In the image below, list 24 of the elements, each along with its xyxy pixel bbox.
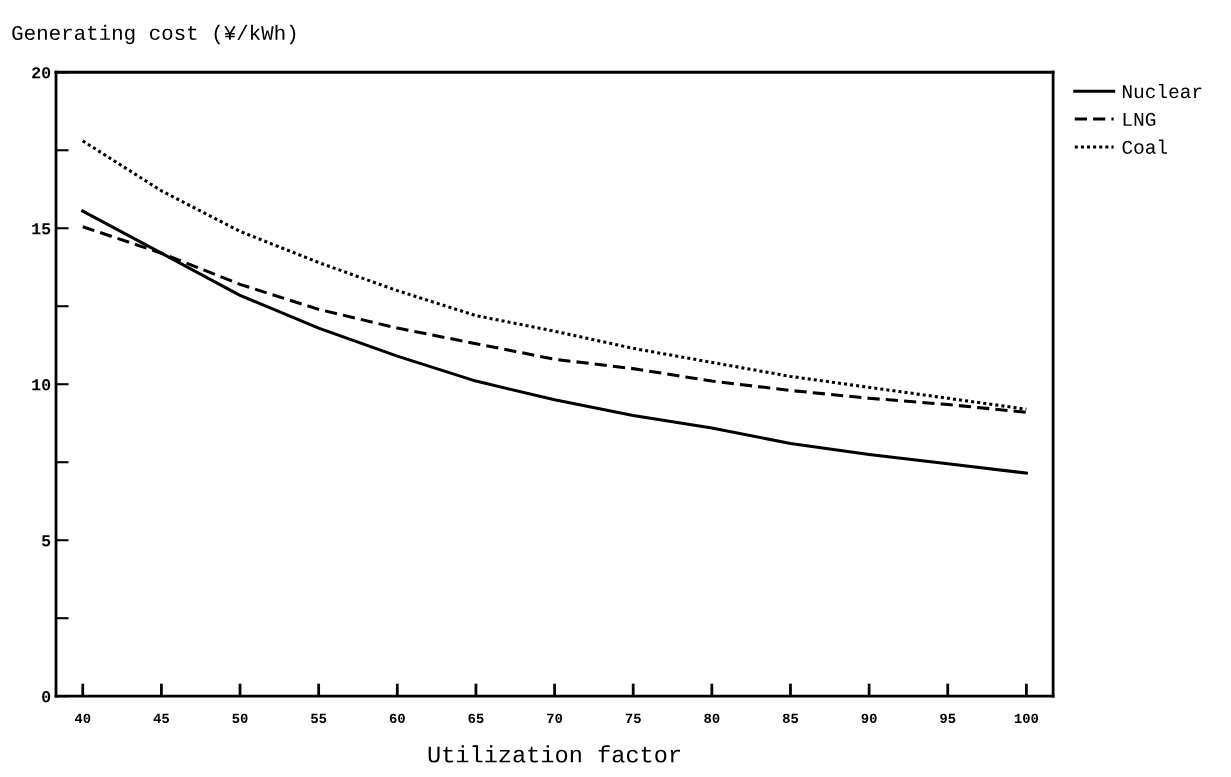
x-tick-label: 75 — [625, 713, 641, 724]
legend-label: Coal — [1122, 139, 1168, 154]
line-series — [81, 139, 1028, 411]
x-tick-label: 60 — [389, 713, 405, 724]
x-tick-label: 50 — [232, 713, 248, 724]
x-tick-label: 55 — [311, 713, 327, 724]
x-tick-label: 100 — [1014, 713, 1039, 724]
y-tick-label: 15 — [32, 223, 51, 235]
x-tick-label: 80 — [704, 713, 720, 724]
x-tick-label: 95 — [940, 713, 956, 724]
x-tick-label: 70 — [547, 713, 563, 724]
y-axis-title: Generating cost (¥/kWh) — [12, 24, 296, 45]
y-tick-label: 20 — [32, 67, 51, 79]
x-axis-title: Utilization factor — [428, 745, 680, 763]
x-tick-label: 40 — [74, 713, 91, 724]
y-tick-label: 0 — [42, 691, 51, 703]
legend-label: Nuclear — [1122, 83, 1202, 99]
x-tick-label: 90 — [861, 713, 877, 724]
y-tick-label: 10 — [32, 379, 51, 391]
x-tick-label: 45 — [153, 713, 169, 724]
y-tick-label: 5 — [41, 535, 51, 547]
legend-label: LNG — [1123, 112, 1156, 127]
x-tick-label: 65 — [468, 713, 484, 724]
x-tick-label: 85 — [782, 713, 799, 724]
